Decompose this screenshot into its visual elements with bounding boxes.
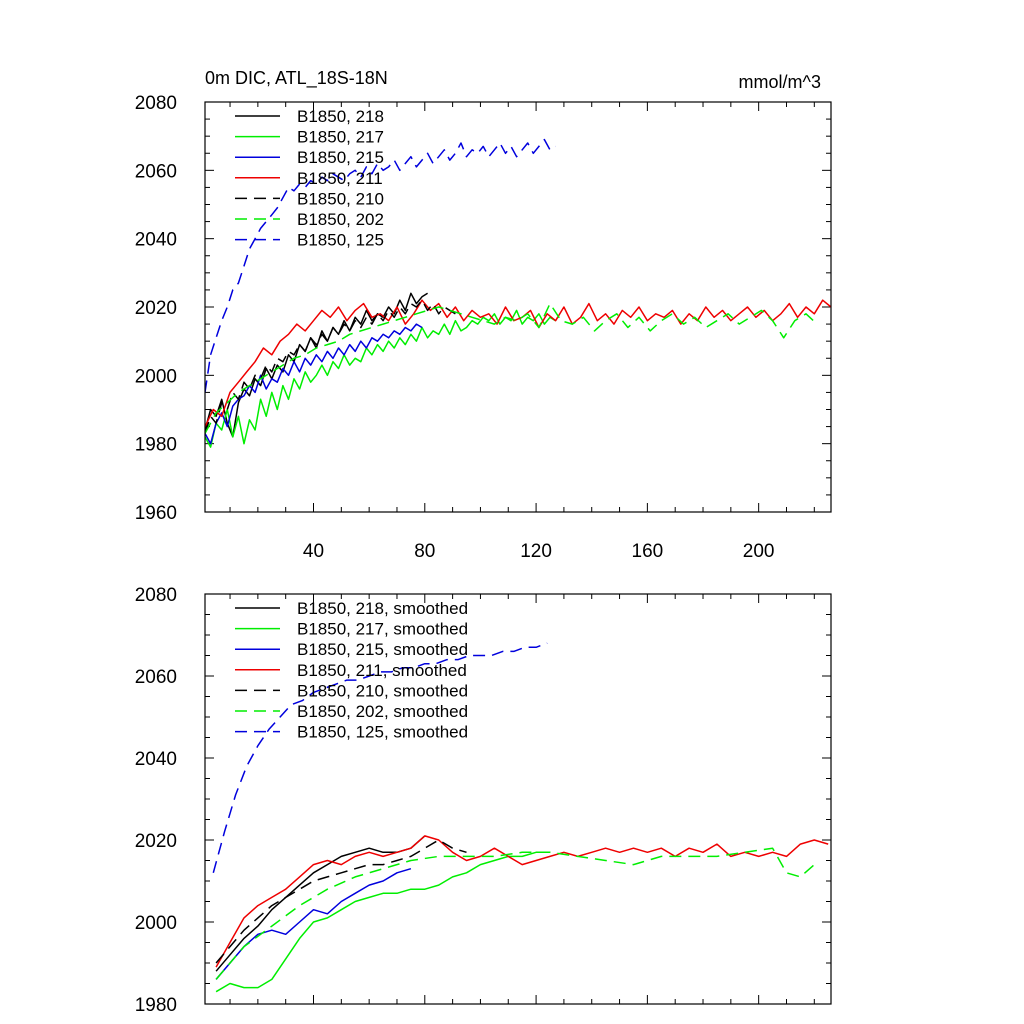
series-line-1	[215, 835, 426, 972]
legend-label: B1850, 211, smoothed	[297, 661, 467, 680]
series-line-4	[205, 299, 831, 427]
series-line-2	[215, 851, 550, 993]
y-tick-label: 2020	[135, 298, 177, 319]
legend-label: B1850, 210	[297, 189, 384, 208]
series-line-6	[205, 302, 818, 434]
legend-label: B1850, 125, smoothed	[297, 723, 468, 742]
y-tick-label: 1960	[135, 503, 177, 524]
series-line-5	[215, 839, 467, 964]
y-tick-label: 1980	[135, 435, 177, 456]
y-tick-label: 2000	[135, 913, 177, 934]
y-tick-label: 2020	[135, 831, 177, 852]
series-line-7	[205, 138, 556, 393]
legend-label: B1850, 215, smoothed	[297, 640, 468, 659]
x-tick-label: 40	[303, 541, 324, 562]
units-label: mmol/m^3	[739, 72, 821, 92]
x-tick-label: 80	[414, 541, 435, 562]
legend-label: B1850, 217	[297, 128, 384, 147]
legend-label: B1850, 202	[297, 210, 384, 229]
legend-label: B1850, 202, smoothed	[297, 702, 468, 721]
legend-label: B1850, 218	[297, 107, 384, 126]
series-line-2	[205, 309, 556, 448]
y-tick-label: 2000	[135, 366, 177, 387]
x-tick-label: 120	[520, 541, 552, 562]
series-line-6	[215, 847, 815, 980]
y-tick-label: 1980	[135, 995, 177, 1016]
y-tick-label: 2040	[135, 749, 177, 770]
y-tick-label: 2040	[135, 230, 177, 251]
series-line-3	[205, 323, 423, 445]
series-line-3	[215, 867, 412, 980]
chart-panel-2: 1980 2000 2020 2040 2060 2080 B1850, 218, smoo…	[135, 585, 832, 1016]
y-tick-label: 2080	[135, 585, 177, 606]
series-line-7	[212, 642, 548, 873]
y-tick-label: 2060	[135, 667, 177, 688]
legend-label: B1850, 125	[297, 231, 384, 250]
legend-label: B1850, 217, smoothed	[297, 620, 468, 639]
chart-title: 0m DIC, ATL_18S-18N	[205, 68, 388, 89]
legend-label: B1850, 210, smoothed	[297, 681, 468, 700]
plot-frame	[204, 101, 832, 513]
series-line-1	[205, 292, 428, 438]
y-tick-label: 2080	[135, 93, 177, 114]
x-tick-label: 160	[632, 541, 664, 562]
plot-frame	[204, 593, 832, 1005]
legend-label: B1850, 218, smoothed	[297, 599, 468, 618]
series-line-4	[215, 835, 829, 968]
chart-panel-1: 1960 1980 2000 2020 2040 2060 2080 40 80 120 160 20…	[135, 68, 832, 562]
y-tick-label: 2060	[135, 161, 177, 182]
legend-label: B1850, 215	[297, 148, 384, 167]
x-tick-label: 200	[743, 541, 775, 562]
legend-label: B1850, 211	[297, 169, 383, 188]
series-line-5	[205, 299, 456, 434]
